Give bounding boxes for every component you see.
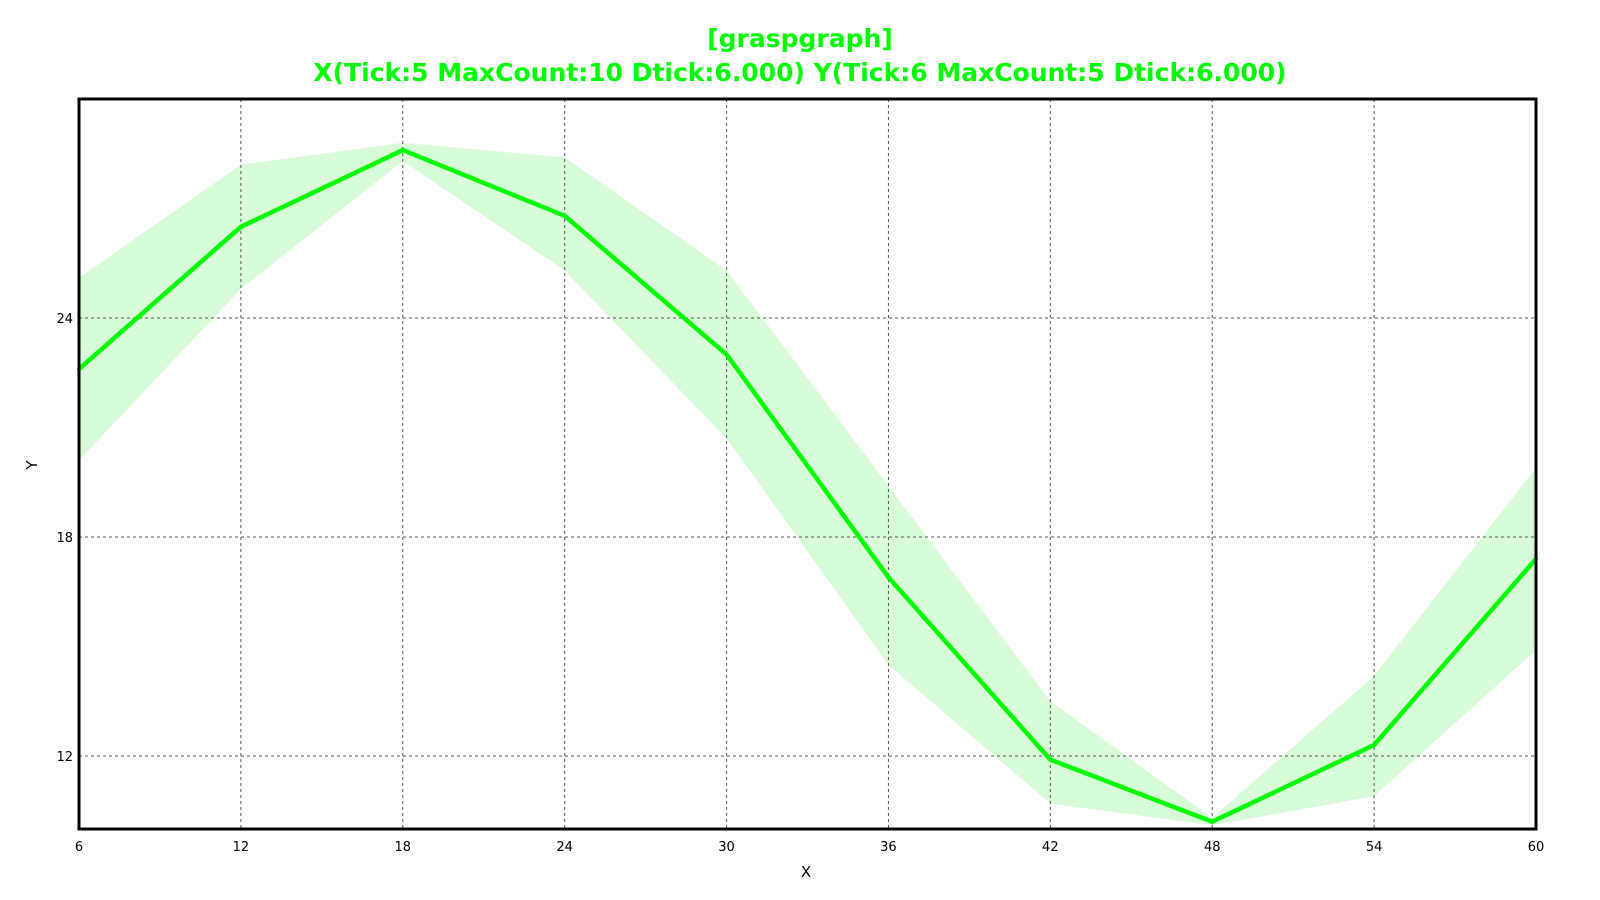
x-tick-label: 36: [880, 840, 897, 855]
data-point: [886, 575, 891, 580]
series-line: [77, 147, 1538, 825]
chart-subtitle: X(Tick:5 MaxCount:10 Dtick:6.000) Y(Tick…: [313, 58, 1287, 87]
x-tick-label: 48: [1204, 840, 1221, 855]
data-point: [562, 213, 567, 218]
plot-frame: [77, 97, 1538, 831]
x-tick-label: 60: [1528, 840, 1545, 855]
y-tick-label: 18: [56, 531, 73, 546]
y-axis-label: Y: [23, 460, 41, 471]
data-point: [724, 352, 729, 357]
data-point: [1372, 743, 1377, 748]
x-tick-label: 30: [718, 840, 735, 855]
y-tick-label: 12: [56, 750, 73, 765]
x-axis-label: X: [801, 863, 811, 881]
data-point: [400, 148, 405, 153]
x-tick-label: 6: [75, 840, 83, 855]
series-band: [79, 142, 1536, 826]
x-tick-label: 24: [556, 840, 573, 855]
chart-title: [graspgraph]: [707, 24, 893, 53]
data-point: [238, 224, 243, 229]
data-point: [1048, 757, 1053, 762]
data-point: [1210, 819, 1215, 824]
y-tick-label: 24: [56, 312, 73, 327]
x-tick-label: 12: [233, 840, 250, 855]
x-tick-label: 18: [395, 840, 412, 855]
x-tick-label: 42: [1042, 840, 1059, 855]
x-tick-label: 54: [1366, 840, 1383, 855]
